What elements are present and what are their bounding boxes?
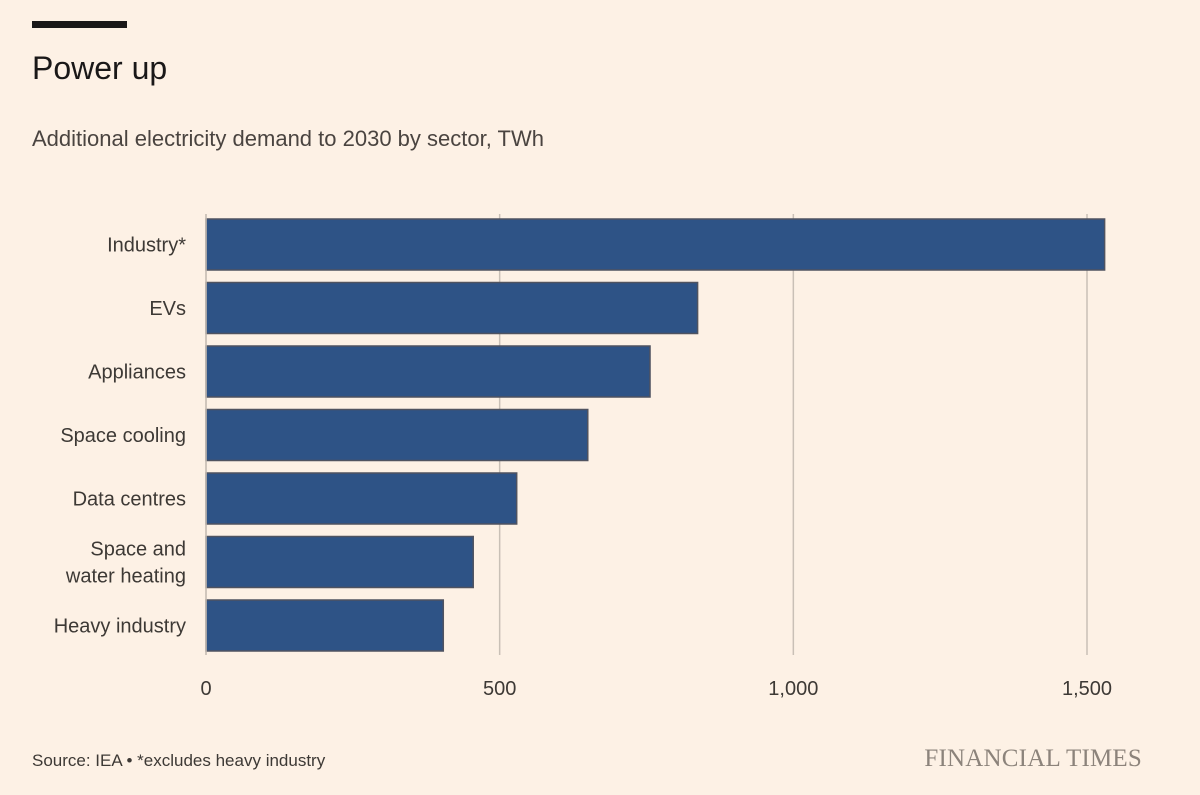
category-label: Space and water heating: [65, 539, 186, 588]
category-label: EVs: [149, 298, 186, 320]
chart-subtitle: Additional electricity demand to 2030 by…: [32, 126, 544, 151]
bar-heavy-industry: [205, 599, 445, 652]
category-label: Heavy industry: [54, 616, 186, 638]
x-tick-label: 0: [200, 678, 211, 700]
bars: [205, 214, 1106, 655]
bar-evs: [205, 281, 699, 335]
bar-space-cooling: [205, 408, 589, 462]
bar-data-centres: [205, 472, 518, 525]
category-label: Space cooling: [60, 425, 186, 447]
top-rule: [32, 21, 127, 28]
x-tick-label: 1,500: [1062, 678, 1112, 700]
bar-industry: [205, 218, 1106, 271]
category-label: Data centres: [73, 489, 186, 511]
x-tick-label: 1,000: [768, 678, 818, 700]
category-label: Industry*: [107, 235, 186, 257]
category-labels: Industry* EVs Appliances Space cooling Data …: [54, 235, 186, 638]
chart-title: Power up: [32, 50, 168, 86]
ft-logo: FINANCIAL TIMES: [924, 745, 1142, 772]
category-label: Appliances: [88, 362, 186, 384]
x-tick-labels: 0 500 1,000 1,500: [200, 678, 1112, 700]
bar-appliances: [205, 345, 651, 398]
bar-space-and-water-heating: [205, 535, 474, 589]
x-tick-label: 500: [483, 678, 516, 700]
source-note: Source: IEA • *excludes heavy industry: [32, 751, 326, 770]
